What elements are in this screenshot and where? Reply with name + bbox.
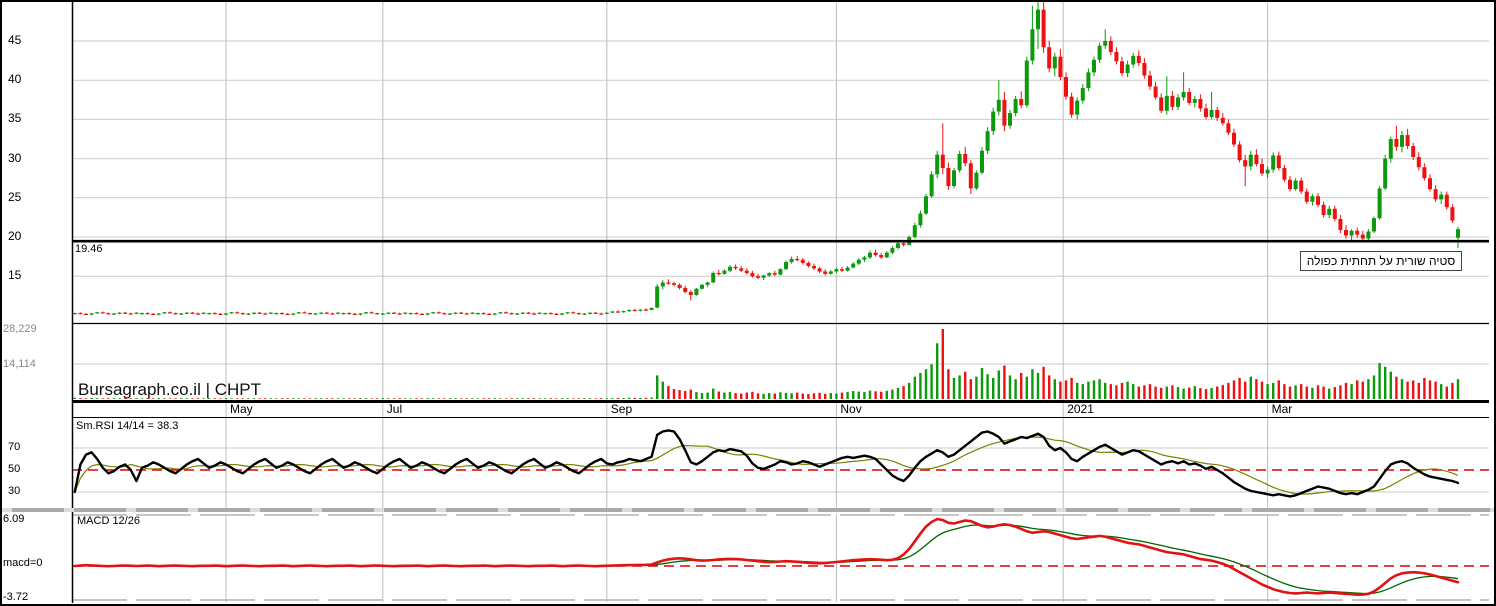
x-axis-label: May [230,402,253,416]
last-price-label: 19.46 [75,243,103,255]
macd-zero-label: macd=0 [3,557,43,569]
macd-line [73,517,1460,596]
price-axis-tick: 25 [8,189,22,204]
price-axis-tick: 20 [8,229,22,243]
x-axis-label: Jul [386,402,403,416]
volume-axis-tick: 28,229 [3,322,37,335]
volume-bars [73,328,1460,399]
x-axis-label: Nov [840,402,862,416]
rsi-line [73,429,1460,498]
macd-indicator-label: MACD 12/26 [77,515,140,527]
candles [72,2,1460,316]
annotation-box[interactable]: סטיה שורית על תחתית כפולה [1300,251,1462,271]
rsi-axis-tick: 30 [8,485,21,497]
rsi-axis-tick: 50 [8,463,21,475]
price-panel-bottom-border [72,400,1489,403]
macd-max-label: 6.09 [3,513,25,525]
rsi-indicator-label: Sm.RSI 14/14 = 38.3 [76,420,179,432]
x-axis-label: 2021 [1067,402,1094,416]
price-axis-tick: 15 [8,268,22,283]
macd-signal-line [74,524,1459,595]
watermark-symbol: Bursagraph.co.il | CHPT [78,380,261,399]
x-axis-label: Mar [1271,402,1293,416]
rsi-smooth-line [74,436,1459,495]
rsi-axis-tick: 70 [8,441,21,453]
price-axis-tick: 45 [8,33,22,47]
price-axis-tick: 35 [8,111,22,126]
price-axis-tick: 40 [8,72,22,87]
volume-axis-tick: 14,114 [3,358,36,370]
macd-min-label: -3.72 [3,591,29,603]
x-axis-label: Sep [610,402,633,416]
price-axis-tick: 30 [8,150,22,165]
